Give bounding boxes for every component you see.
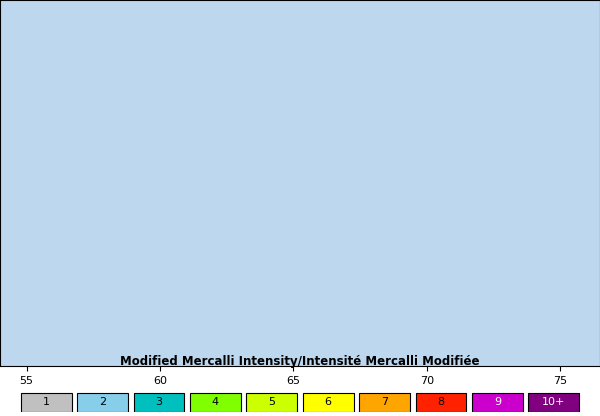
Text: 10+: 10+ [542,397,565,408]
FancyBboxPatch shape [472,393,523,412]
FancyBboxPatch shape [190,393,241,412]
Text: 6: 6 [325,397,332,408]
Text: Modified Mercalli Intensity/Intensité Mercalli Modifiée: Modified Mercalli Intensity/Intensité Me… [120,355,480,368]
Text: 1: 1 [43,397,50,408]
Text: 3: 3 [155,397,163,408]
FancyBboxPatch shape [134,393,184,412]
FancyBboxPatch shape [77,393,128,412]
Text: 8: 8 [437,397,445,408]
Text: 9: 9 [494,397,501,408]
Text: 5: 5 [268,397,275,408]
Text: 7: 7 [381,397,388,408]
Text: 4: 4 [212,397,219,408]
FancyBboxPatch shape [529,393,579,412]
FancyBboxPatch shape [21,393,71,412]
FancyBboxPatch shape [303,393,353,412]
Text: 2: 2 [99,397,106,408]
FancyBboxPatch shape [359,393,410,412]
FancyBboxPatch shape [247,393,297,412]
FancyBboxPatch shape [416,393,466,412]
